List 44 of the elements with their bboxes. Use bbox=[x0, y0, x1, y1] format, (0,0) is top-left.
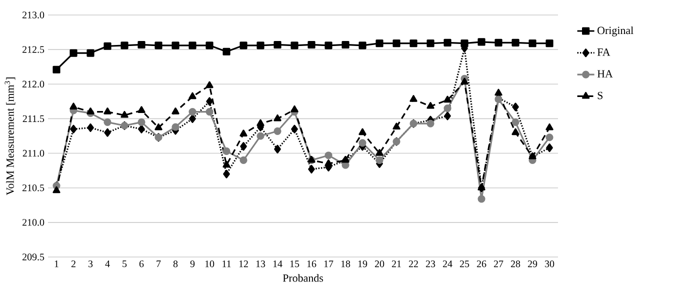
y-tick-label: 213.0 bbox=[22, 12, 44, 18]
x-tick-label: 30 bbox=[545, 260, 554, 268]
x-tick-label: 15 bbox=[290, 260, 300, 268]
y-tick-label: 211.5 bbox=[22, 115, 44, 122]
x-tick-label: 22 bbox=[408, 260, 418, 268]
x-tick-label: 24 bbox=[442, 260, 452, 268]
y-tick-label: 209.5 bbox=[22, 254, 44, 260]
x-tick-label: 3 bbox=[88, 260, 93, 268]
x-tick-label: 8 bbox=[173, 260, 178, 268]
x-tick-label: 28 bbox=[510, 260, 520, 268]
x-tick-label: 14 bbox=[273, 260, 282, 268]
legend-label: S bbox=[598, 92, 602, 100]
x-tick-label: 21 bbox=[392, 260, 401, 268]
x-tick-label: 13 bbox=[256, 260, 266, 268]
x-tick-label: 1 bbox=[54, 260, 58, 268]
x-tick-label: 10 bbox=[205, 260, 214, 268]
x-tick-label: 20 bbox=[374, 260, 384, 268]
x-tick-label: 12 bbox=[239, 260, 248, 268]
x-tick-label: 2 bbox=[71, 260, 76, 268]
y-tick-label: 212.0 bbox=[22, 80, 44, 88]
legend-label: Original bbox=[598, 26, 634, 36]
x-tick-label: 17 bbox=[324, 260, 334, 268]
y-tick-label: 210.0 bbox=[22, 219, 44, 226]
y-tick-label: 210.5 bbox=[22, 184, 44, 192]
y-tick-label: 212.5 bbox=[22, 46, 44, 53]
x-tick-label: 23 bbox=[426, 260, 436, 268]
y-axis-title: VolM Measurement [mm$^{3}$] bbox=[4, 78, 16, 196]
x-tick-label: 11 bbox=[222, 260, 231, 268]
legend-label: HA bbox=[597, 70, 613, 78]
x-tick-label: 27 bbox=[494, 260, 504, 268]
x-tick-label: 29 bbox=[528, 260, 538, 268]
x-tick-label: 26 bbox=[476, 260, 486, 268]
x-tick-label: 5 bbox=[122, 260, 127, 268]
x-axis-title: Probands bbox=[282, 274, 323, 282]
x-tick-label: 25 bbox=[460, 260, 470, 268]
x-tick-label: 4 bbox=[105, 260, 110, 268]
x-tick-label: 9 bbox=[190, 260, 195, 268]
x-tick-label: 19 bbox=[358, 260, 368, 268]
x-tick-label: 18 bbox=[341, 260, 350, 268]
x-tick-label: 6 bbox=[139, 260, 144, 268]
x-tick-label: 7 bbox=[156, 260, 161, 268]
x-tick-label: 16 bbox=[307, 260, 316, 268]
y-tick-label: 211.0 bbox=[22, 150, 44, 157]
legend-label: FA bbox=[597, 48, 610, 56]
